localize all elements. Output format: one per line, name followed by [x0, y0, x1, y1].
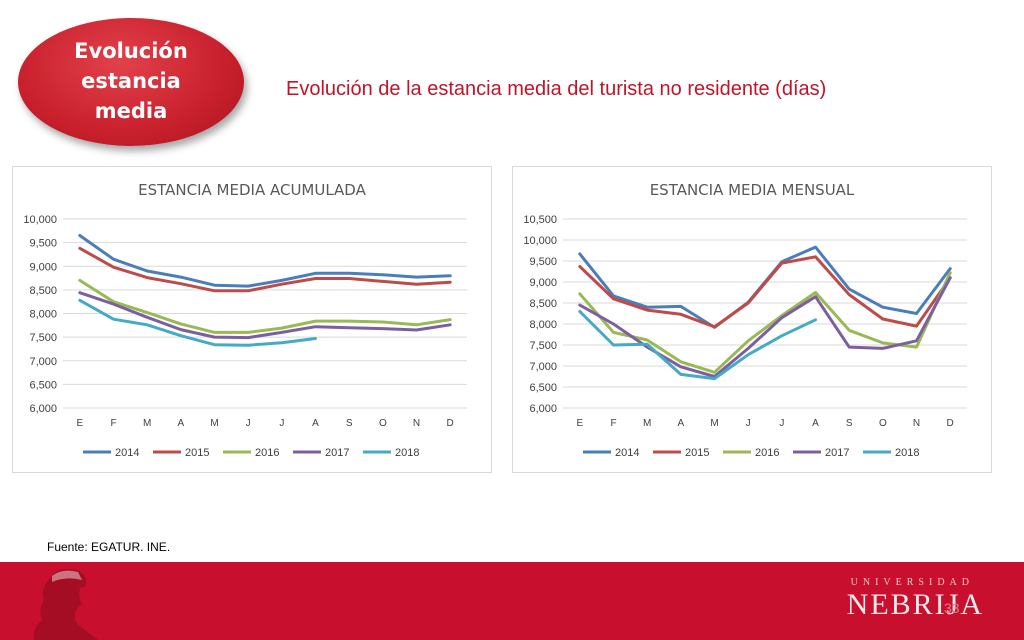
x-tick-label: N	[913, 418, 920, 429]
x-tick-label: A	[177, 418, 184, 429]
footer-university: UNIVERSIDAD	[850, 577, 974, 588]
footer-band	[0, 562, 1024, 640]
section-badge-text: Evolución estancia media	[18, 36, 244, 126]
chart-accumulated: ESTANCIA MEDIA ACUMULADA 6,000 6,500 7,000 7…	[12, 166, 492, 473]
legend-label: 2014	[115, 447, 139, 459]
legend-label: 2015	[185, 447, 209, 459]
chart-monthly-svg: ESTANCIA MEDIA MENSUAL 6,000 6,500 7,000 7,5…	[523, 181, 967, 459]
y-tick-label: 8,500	[529, 298, 557, 310]
x-tick-label: A	[812, 418, 819, 429]
badge-line-3: media	[94, 99, 168, 123]
legend-label: 2017	[325, 447, 349, 459]
y-tick-label: 6,000	[529, 403, 557, 415]
legend-label: 2015	[685, 447, 709, 459]
series-line-2015	[578, 255, 952, 329]
y-tick-label: 8,000	[29, 309, 57, 321]
x-tick-label: F	[110, 418, 116, 429]
y-tick-label: 6,000	[29, 403, 57, 415]
x-tick-label: J	[779, 418, 784, 429]
y-tick-label: 7,500	[529, 340, 557, 352]
chart-monthly: ESTANCIA MEDIA MENSUAL 6,000 6,500 7,000 7,5…	[512, 166, 992, 473]
y-tick-label: 9,500	[29, 238, 57, 250]
legend-label: 2016	[755, 447, 779, 459]
series-line-2015	[78, 246, 452, 293]
y-tick-label: 9,500	[529, 256, 557, 268]
slide-title: Evolución de la estancia media del turis…	[286, 78, 827, 100]
x-tick-label: M	[210, 418, 218, 429]
badge-line-1: Evolución	[74, 39, 188, 63]
x-tick-label: A	[677, 418, 684, 429]
source-note: Fuente: EGATUR. INE.	[47, 540, 171, 554]
x-tick-label: F	[610, 418, 616, 429]
x-tick-label: J	[746, 418, 751, 429]
chart-accumulated-svg: ESTANCIA MEDIA ACUMULADA 6,000 6,500 7,000 7…	[23, 181, 467, 459]
legend-label: 2018	[895, 447, 919, 459]
portrait-logo-icon	[33, 569, 98, 640]
series-line-2018	[78, 298, 317, 347]
x-tick-label: M	[143, 418, 151, 429]
legend-label: 2017	[825, 447, 849, 459]
x-tick-label: M	[710, 418, 718, 429]
x-tick-label: D	[947, 418, 954, 429]
series-line-2018	[578, 309, 817, 381]
y-tick-label: 7,500	[29, 332, 57, 344]
legend-label: 2016	[255, 447, 279, 459]
series-line-2014	[78, 234, 452, 288]
section-badge	[18, 18, 244, 146]
y-tick-label: 8,500	[29, 285, 57, 297]
y-tick-label: 6,500	[29, 379, 57, 391]
page-number: 33	[944, 600, 960, 616]
x-tick-label: A	[312, 418, 319, 429]
x-tick-label: N	[413, 418, 420, 429]
x-tick-label: J	[279, 418, 284, 429]
series-line-2016	[578, 271, 952, 374]
y-tick-label: 6,500	[529, 382, 557, 394]
chart-title: ESTANCIA MEDIA MENSUAL	[650, 181, 855, 199]
badge-line-2: estancia	[81, 69, 181, 93]
x-tick-label: S	[346, 418, 353, 429]
x-tick-label: S	[846, 418, 853, 429]
y-tick-label: 10,500	[523, 214, 557, 226]
series-line-2014	[578, 245, 952, 329]
x-tick-label: D	[447, 418, 454, 429]
footer-brand: NEBRIJA	[846, 588, 984, 621]
y-tick-label: 7,000	[529, 361, 557, 373]
y-tick-label: 7,000	[29, 356, 57, 368]
y-tick-label: 10,000	[523, 235, 557, 247]
chart-title: ESTANCIA MEDIA ACUMULADA	[138, 181, 366, 199]
legend-label: 2014	[615, 447, 639, 459]
x-tick-label: J	[246, 418, 251, 429]
series-line-2017	[78, 291, 452, 340]
series-line-2016	[78, 278, 452, 334]
x-tick-label: O	[879, 418, 887, 429]
y-tick-label: 8,000	[529, 319, 557, 331]
y-tick-label: 9,000	[29, 261, 57, 273]
legend-label: 2018	[395, 447, 419, 459]
y-tick-label: 10,000	[23, 214, 57, 226]
x-tick-label: E	[76, 418, 83, 429]
x-tick-label: O	[379, 418, 387, 429]
x-tick-label: M	[643, 418, 651, 429]
x-tick-label: E	[576, 418, 583, 429]
y-tick-label: 9,000	[529, 277, 557, 289]
